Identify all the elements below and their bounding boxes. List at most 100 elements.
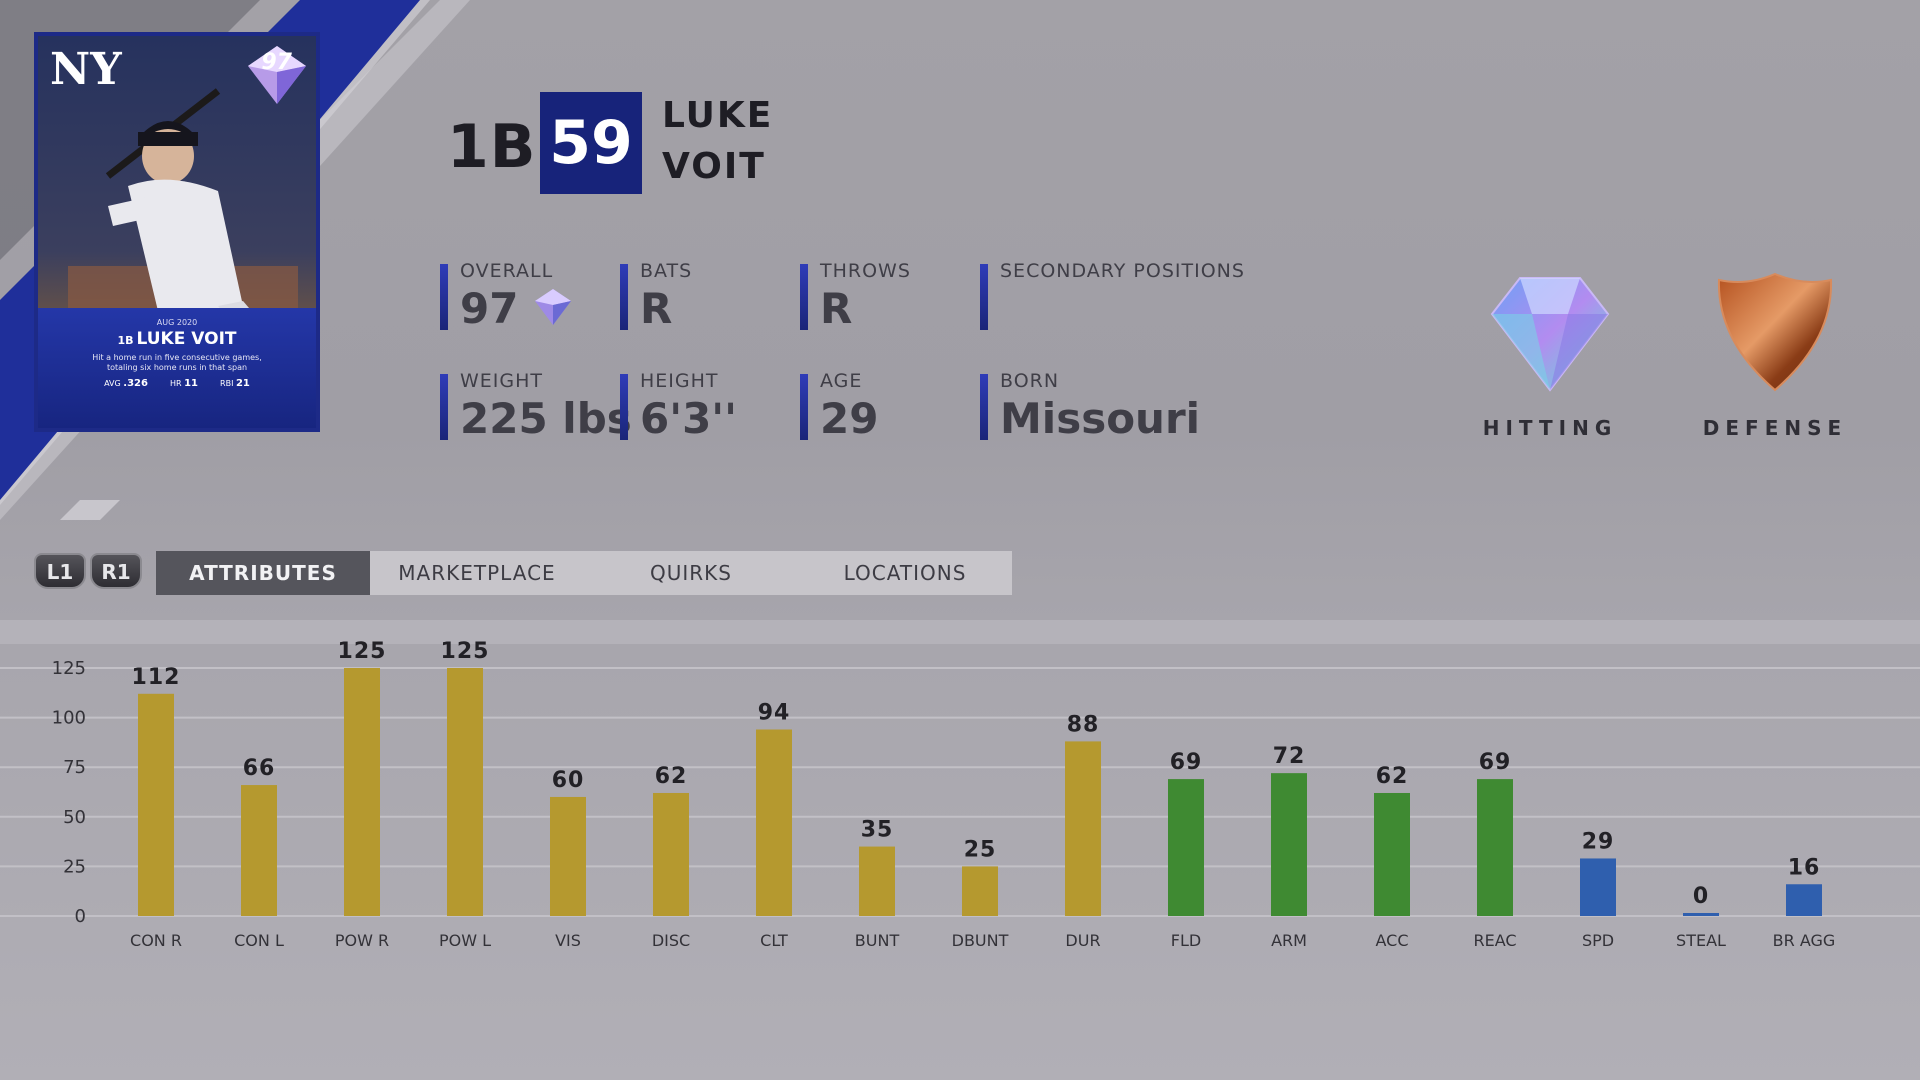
player-last-name: VOIT [662, 146, 766, 187]
tab-attributes[interactable]: ATTRIBUTES [156, 551, 370, 595]
height-value: 6'3'' [640, 394, 738, 443]
player-position: 1B [447, 112, 537, 182]
defense-shield-icon [1717, 272, 1833, 392]
throws-label: THROWS [820, 260, 911, 282]
bats-label: BATS [640, 260, 693, 282]
attribute-bar [447, 668, 483, 916]
overall-info: OVERALL 97 [440, 260, 573, 333]
height-info: HEIGHT 6'3'' [620, 370, 737, 443]
attribute-bar [1786, 884, 1822, 916]
x-tick-label: ARM [1271, 931, 1307, 950]
attribute-bar [1065, 741, 1101, 916]
bar-value-label: 16 [1788, 855, 1821, 880]
born-info: BORN Missouri [980, 370, 1200, 443]
bats-info: BATS R [620, 260, 692, 333]
attribute-bar [241, 785, 277, 916]
defense-badge[interactable]: DEFENSE [1690, 270, 1860, 440]
jersey-number: 59 [540, 92, 642, 194]
bar-value-label: 25 [964, 837, 997, 862]
x-tick-label: DBUNT [952, 931, 1009, 950]
attribute-bar [1683, 913, 1719, 916]
bar-value-label: 29 [1582, 829, 1615, 854]
player-first-name: LUKE [662, 95, 774, 136]
y-tick-label: 125 [52, 658, 86, 679]
weight-value: 225 lbs [460, 394, 632, 443]
throws-value: R [820, 284, 853, 333]
tab-quirks[interactable]: QUIRKS [650, 561, 732, 585]
x-tick-label: POW L [439, 931, 491, 950]
hitting-label: HITTING [1482, 416, 1618, 440]
card-date: AUG 2020 [156, 318, 198, 327]
x-tick-label: BUNT [855, 931, 900, 950]
weight-label: WEIGHT [460, 370, 544, 392]
bar-value-label: 66 [243, 756, 276, 781]
bar-value-label: 72 [1273, 744, 1306, 769]
bats-value: R [640, 284, 673, 333]
l1-button[interactable]: L1 [34, 553, 86, 589]
bar-value-label: 69 [1479, 750, 1512, 775]
y-tick-label: 0 [75, 906, 86, 927]
diamond-rarity-icon [535, 289, 572, 325]
x-tick-label: BR AGG [1773, 931, 1836, 950]
bar-value-label: 88 [1067, 712, 1100, 737]
x-tick-label: POW R [335, 931, 389, 950]
attribute-bar [138, 693, 174, 916]
tab-locations[interactable]: LOCATIONS [843, 561, 967, 585]
y-tick-label: 100 [52, 708, 86, 729]
diamond-gem-icon [248, 46, 306, 104]
bar-value-label: 125 [338, 640, 387, 664]
x-tick-label: STEAL [1676, 931, 1726, 950]
attribute-bar [962, 866, 998, 916]
x-tick-label: DISC [652, 931, 690, 950]
x-tick-label: REAC [1473, 931, 1516, 950]
y-tick-label: 50 [63, 807, 86, 828]
x-tick-label: SPD [1582, 931, 1614, 950]
bar-value-label: 69 [1170, 750, 1203, 775]
hitting-badge[interactable]: HITTING [1470, 270, 1630, 440]
bar-value-label: 112 [132, 665, 181, 690]
age-value: 29 [820, 394, 879, 443]
r1-button[interactable]: R1 [90, 553, 142, 589]
attribute-bar [550, 796, 586, 916]
height-label: HEIGHT [640, 370, 719, 392]
bar-value-label: 94 [758, 701, 791, 726]
attribute-bar [1580, 858, 1616, 916]
attribute-bar [859, 846, 895, 916]
attribute-bar [1477, 779, 1513, 916]
bar-value-label: 62 [1376, 764, 1409, 789]
y-tick-label: 75 [63, 757, 86, 778]
born-label: BORN [1000, 370, 1060, 392]
yankees-logo: NY [50, 44, 122, 95]
attribute-bar [756, 729, 792, 916]
secondary-positions-label: SECONDARY POSITIONS [1000, 260, 1245, 282]
x-tick-label: VIS [555, 931, 581, 950]
tab-bar: ATTRIBUTES MARKETPLACE QUIRKS LOCATIONS [156, 551, 1012, 595]
tab-marketplace[interactable]: MARKETPLACE [398, 561, 556, 585]
age-info: AGE 29 [800, 370, 878, 443]
bar-value-label: 62 [655, 764, 688, 789]
x-tick-label: ACC [1375, 931, 1408, 950]
age-label: AGE [820, 370, 863, 392]
born-value: Missouri [1000, 394, 1201, 443]
attribute-bar [653, 792, 689, 916]
defense-label: DEFENSE [1702, 416, 1848, 440]
hitting-diamond-icon [1490, 277, 1610, 392]
throws-info: THROWS R [800, 260, 911, 333]
card-name: 1B LUKE VOIT [117, 329, 237, 349]
x-tick-label: CLT [760, 931, 788, 950]
bar-value-label: 125 [441, 640, 490, 664]
card-description: Hit a home run in five consecutive games… [92, 353, 262, 372]
x-tick-label: CON L [234, 931, 284, 950]
section-divider [0, 620, 1920, 644]
weight-info: WEIGHT 225 lbs [440, 370, 632, 443]
card-stats: AVG .326 HR 11 RBI 21 [104, 378, 250, 389]
attribute-bar [1271, 773, 1307, 916]
card-rating: 97 [261, 50, 292, 75]
attribute-bar [1168, 779, 1204, 916]
bar-value-label: 60 [552, 768, 585, 793]
attributes-chart: 125 100 75 50 25 0 112 CON R 66 CON L 125 POW R 125 P… [0, 640, 1920, 950]
overall-label: OVERALL [460, 260, 554, 282]
overall-value: 97 [460, 284, 573, 333]
card-info-band: AUG 2020 1B LUKE VOIT Hit a home run in f… [38, 308, 316, 428]
